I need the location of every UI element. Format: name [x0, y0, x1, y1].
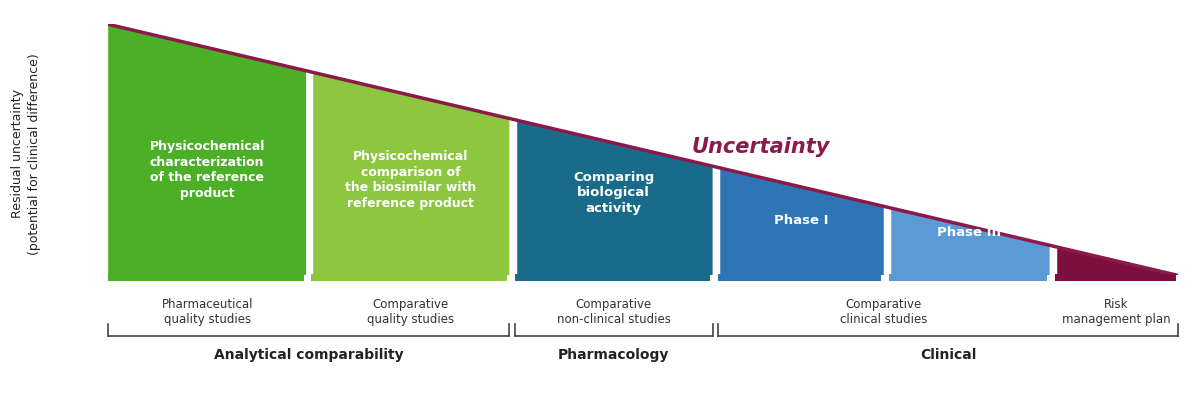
Polygon shape [1055, 247, 1178, 275]
Text: Clinical: Clinical [920, 348, 976, 362]
Polygon shape [108, 24, 307, 275]
Text: Phase I: Phase I [774, 214, 828, 227]
Text: Physicochemical
characterization
of the reference
product: Physicochemical characterization of the … [149, 140, 264, 200]
Text: Comparative
non-clinical studies: Comparative non-clinical studies [557, 298, 671, 326]
Text: Phase III: Phase III [938, 226, 1001, 239]
Text: Risk
management plan: Risk management plan [1063, 298, 1171, 326]
Polygon shape [514, 120, 713, 275]
Polygon shape [718, 167, 883, 275]
Text: Uncertainty: Uncertainty [691, 137, 829, 158]
Polygon shape [889, 208, 1049, 275]
Text: Comparative
clinical studies: Comparative clinical studies [840, 298, 928, 326]
Text: Analytical comparability: Analytical comparability [214, 348, 404, 362]
Text: Comparing
biological
activity: Comparing biological activity [573, 171, 654, 215]
Text: Pharmaceutical
quality studies: Pharmaceutical quality studies [161, 298, 252, 326]
Text: Comparative
quality studies: Comparative quality studies [367, 298, 454, 326]
Polygon shape [311, 72, 510, 275]
Text: Pharmacology: Pharmacology [558, 348, 670, 362]
Text: Residual uncertainty
(potential for clinical difference): Residual uncertainty (potential for clin… [12, 53, 41, 255]
Text: Physicochemical
comparison of
the biosimilar with
reference product: Physicochemical comparison of the biosim… [345, 150, 476, 210]
